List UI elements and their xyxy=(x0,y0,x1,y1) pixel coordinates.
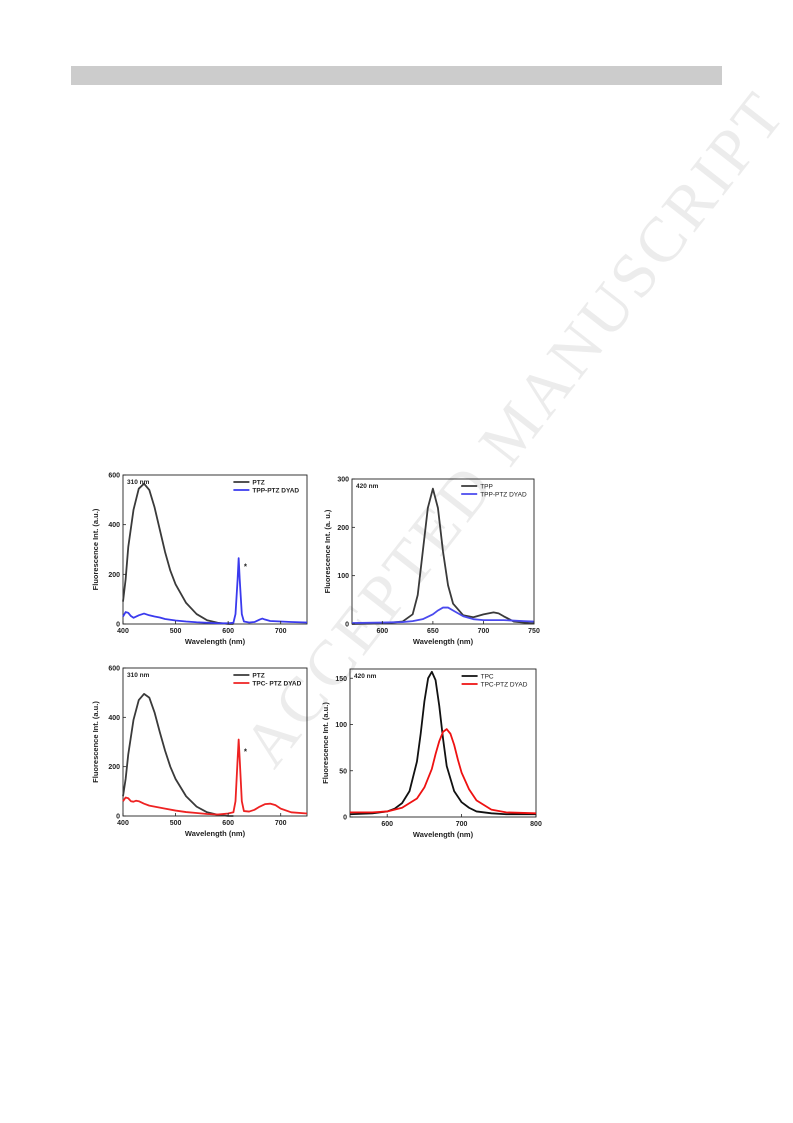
y-tick-label: 400 xyxy=(108,522,120,529)
x-tick-label: 400 xyxy=(117,628,129,635)
y-tick-label: 600 xyxy=(108,473,120,480)
y-tick-label: 200 xyxy=(337,525,349,532)
chart-panel-a: 400 500 600 700 0 200 400 600 Wavelength (nm) Flu… xyxy=(72,466,317,652)
chart-svg-a: 400 500 600 700 0 200 400 600 Wavelength (nm) Flu… xyxy=(91,473,308,646)
series-line-tpp xyxy=(351,487,535,625)
y-tick-label: 200 xyxy=(108,572,120,579)
x-tick-label: 600 xyxy=(376,628,388,635)
legend-label-ptz: PTZ xyxy=(252,672,264,679)
excitation-label: 310 nm xyxy=(127,672,150,679)
x-tick-label: 400 xyxy=(117,820,129,827)
plot-frame xyxy=(351,478,535,625)
legend-label-tpp: TPP xyxy=(480,483,493,490)
chart-panel-d: 600 700 800 0 50 100 150 Wavelength (nm) Fluores… xyxy=(320,662,545,847)
chart-svg-c: 400 500 600 700 0 200 400 600 Wavelength (nm) Flu… xyxy=(91,666,308,838)
y-tick-label: 300 xyxy=(337,477,349,484)
x-tick-label: 700 xyxy=(275,820,287,827)
x-axis-title: Wavelength (nm) xyxy=(185,637,246,646)
y-tick-label: 0 xyxy=(116,622,120,629)
legend-label-ptz: PTZ xyxy=(252,479,264,486)
x-tick-label: 500 xyxy=(170,820,182,827)
series-line-tpp-ptz-dyad xyxy=(122,557,308,625)
annotation-star: * xyxy=(244,747,248,756)
legend-label-tpp-ptz-dyad: TPP-PTZ DYAD xyxy=(480,491,527,498)
legend-label-tpp-ptz-dyad: TPP-PTZ DYAD xyxy=(252,487,299,494)
x-tick-label: 600 xyxy=(222,628,234,635)
legend-label-tpc-ptz-dyad: TPC- PTZ DYAD xyxy=(252,680,301,687)
x-axis-title: Wavelength (nm) xyxy=(185,829,246,838)
y-tick-label: 0 xyxy=(343,815,347,822)
x-tick-label: 500 xyxy=(170,628,182,635)
plot-frame xyxy=(122,474,308,625)
x-tick-label: 700 xyxy=(275,628,287,635)
series-line-tpp-ptz-dyad xyxy=(351,606,535,624)
legend-label-tpc-ptz-dyad: TPC-PTZ DYAD xyxy=(481,681,528,688)
annotation-star: * xyxy=(244,562,248,571)
series-line-ptz xyxy=(122,482,234,625)
plot-frame xyxy=(122,667,308,817)
y-axis-title: Fluorescence Int. (a.u.) xyxy=(321,702,330,784)
legend-label-tpc: TPC xyxy=(481,673,494,680)
y-axis-title: Fluorescence Int. (a. u.) xyxy=(323,509,332,593)
x-tick-label: 700 xyxy=(478,628,490,635)
y-tick-label: 0 xyxy=(345,622,349,629)
chart-panel-c: 400 500 600 700 0 200 400 600 Wavelength (nm) Flu… xyxy=(72,660,317,845)
x-axis-title: Wavelength (nm) xyxy=(413,830,474,839)
header-bar xyxy=(71,66,722,85)
y-axis-title: Fluorescence Int. (a.u.) xyxy=(91,701,100,783)
series-line-tpc xyxy=(349,670,536,816)
x-tick-label: 650 xyxy=(427,628,439,635)
series-line-ptz xyxy=(122,693,234,817)
x-tick-label: 700 xyxy=(456,821,468,828)
excitation-label: 310 nm xyxy=(127,479,150,486)
excitation-label: 420 nm xyxy=(356,483,379,490)
x-tick-label: 600 xyxy=(222,820,234,827)
y-tick-label: 600 xyxy=(108,666,120,673)
y-tick-label: 200 xyxy=(108,764,120,771)
y-tick-label: 150 xyxy=(335,676,347,683)
y-axis-title: Fluorescence Int. (a.u.) xyxy=(91,508,100,590)
y-tick-label: 100 xyxy=(337,573,349,580)
x-tick-label: 800 xyxy=(530,821,542,828)
plot-frame xyxy=(349,668,537,818)
chart-panel-b: 600 650 700 750 0 100 200 300 Wavelength (nm) Flu… xyxy=(320,473,545,648)
series-line-tpc-ptz-dyad xyxy=(350,728,537,815)
x-axis-title: Wavelength (nm) xyxy=(413,637,474,646)
y-tick-label: 400 xyxy=(108,715,120,722)
chart-svg-b: 600 650 700 750 0 100 200 300 Wavelength (nm) Flu… xyxy=(323,477,540,647)
y-tick-label: 50 xyxy=(339,768,347,775)
y-tick-label: 0 xyxy=(116,814,120,821)
x-tick-label: 600 xyxy=(381,821,393,828)
y-tick-label: 100 xyxy=(335,722,347,729)
x-tick-label: 750 xyxy=(528,628,540,635)
series-line-tpc-ptz-dyad xyxy=(122,738,308,816)
excitation-label: 420 nm xyxy=(354,673,377,680)
chart-svg-d: 600 700 800 0 50 100 150 Wavelength (nm) Fluores… xyxy=(321,668,542,839)
